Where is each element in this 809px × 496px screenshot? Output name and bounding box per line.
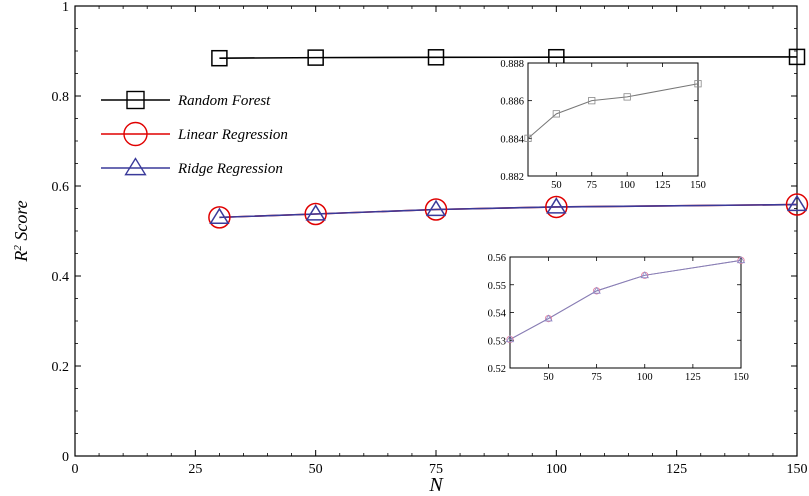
data-point-marker (785, 193, 809, 216)
x-tick-label: 75 (429, 462, 443, 477)
inset-y-tick-label: 0.54 (488, 309, 507, 320)
data-point-marker (425, 199, 447, 217)
inset-y-tick-label: 0.56 (488, 253, 506, 264)
inset-frame (509, 256, 742, 369)
inset-data-point-marker (524, 134, 532, 142)
data-point-marker (546, 197, 567, 214)
inset-y-tick-label: 0.55 (488, 281, 506, 292)
x-axis-label: N (428, 474, 444, 496)
data-point-marker (307, 49, 324, 66)
x-tick-label: 25 (188, 462, 202, 477)
series-line (219, 56, 798, 59)
inset-data-point-marker (592, 286, 601, 294)
y-tick-label: 0 (62, 450, 69, 465)
inset-y-tick-label: 0.882 (500, 172, 524, 183)
inset-y-tick-label: 0.52 (488, 364, 506, 375)
inset-data-point-marker (736, 256, 746, 264)
data-point-marker (211, 49, 228, 67)
inset-x-tick-label: 150 (690, 180, 706, 191)
inset-data-point-marker (544, 314, 553, 322)
inset-x-tick-label: 50 (543, 372, 554, 383)
legend-marker (123, 121, 148, 147)
inset-y-tick-label: 0.884 (500, 134, 524, 145)
legend-label: Ridge Regression (177, 161, 283, 177)
y-tick-label: 0.8 (52, 90, 70, 105)
y-tick-label: 0.2 (52, 360, 70, 375)
inset-data-point-marker (623, 93, 631, 101)
inset-y-tick-label: 0.53 (488, 336, 506, 347)
y-tick-label: 0.4 (52, 270, 70, 285)
inset-data-point-marker (552, 110, 560, 118)
inset-x-tick-label: 125 (685, 372, 701, 383)
inset-data-point-marker (640, 271, 649, 279)
data-point-marker (427, 49, 445, 66)
y-tick-label: 0.6 (52, 180, 70, 195)
inset-data-point-marker (505, 335, 515, 343)
inset-data-point-marker (588, 97, 596, 105)
inset-y-tick-label: 0.888 (500, 59, 524, 70)
inset-x-tick-label: 100 (619, 180, 635, 191)
x-tick-label: 50 (309, 462, 323, 477)
inset-x-tick-label: 50 (551, 180, 562, 191)
legend-marker (124, 157, 147, 176)
data-point-marker (208, 206, 231, 229)
x-tick-label: 0 (72, 462, 79, 477)
y-tick-label: 1 (62, 0, 69, 15)
x-tick-label: 150 (787, 462, 808, 477)
series-line (219, 203, 798, 219)
inset-series-line (509, 259, 742, 340)
data-point-marker (545, 195, 568, 219)
inset-x-tick-label: 125 (655, 180, 671, 191)
x-tick-label: 100 (546, 462, 567, 477)
x-tick-label: 125 (666, 462, 687, 477)
y-axis-label: R2 Score (11, 200, 31, 262)
inset-data-point-marker (694, 80, 702, 88)
inset-x-tick-label: 100 (637, 372, 653, 383)
inset-x-tick-label: 75 (587, 180, 598, 191)
inset-series-line (527, 83, 699, 139)
data-point-marker (304, 202, 327, 226)
data-point-marker (788, 48, 806, 66)
inset-frame (527, 62, 699, 177)
data-point-marker (209, 207, 230, 224)
inset-x-tick-label: 150 (733, 372, 749, 383)
legend-marker (126, 90, 145, 110)
data-point-marker (305, 204, 326, 221)
data-point-marker (424, 198, 448, 221)
legend-label: Linear Regression (177, 127, 288, 143)
legend-label: Random Forest (177, 93, 271, 109)
data-point-marker (786, 194, 808, 212)
inset-y-tick-label: 0.886 (500, 97, 524, 108)
inset-x-tick-label: 75 (591, 372, 602, 383)
